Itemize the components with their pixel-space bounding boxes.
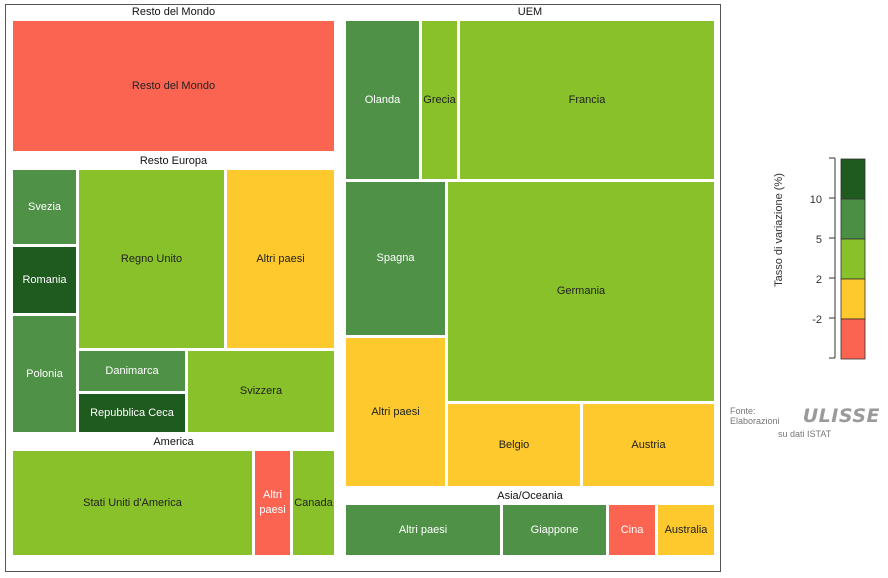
legend-tick-label: 10 bbox=[810, 194, 822, 206]
cell-olanda[interactable]: Olanda bbox=[345, 20, 420, 180]
group-title-asia-oceania: Asia/Oceania bbox=[497, 490, 563, 502]
cell-cina[interactable]: Cina bbox=[608, 504, 656, 556]
cell-polonia[interactable]: Polonia bbox=[12, 315, 77, 433]
cell-francia[interactable]: Francia bbox=[459, 20, 715, 180]
ulisse-logo: ULISSE bbox=[802, 405, 880, 427]
source-prefix: Fonte: Elaborazioni bbox=[730, 406, 780, 426]
cell-austria[interactable]: Austria bbox=[582, 403, 715, 487]
cell-grecia[interactable]: Grecia bbox=[421, 20, 458, 180]
cell-giappone[interactable]: Giappone bbox=[502, 504, 607, 556]
legend-tick-label: -2 bbox=[812, 314, 822, 326]
legend-tick-label: 5 bbox=[816, 234, 822, 246]
legend-tick-label: 2 bbox=[816, 274, 822, 286]
cell-asia-altri-paesi[interactable]: Altri paesi bbox=[345, 504, 501, 556]
cell-australia[interactable]: Australia bbox=[657, 504, 715, 556]
cell-repubblica-ceca[interactable]: Repubblica Ceca bbox=[78, 393, 186, 433]
group-title-resto-del-mondo: Resto del Mondo bbox=[131, 6, 216, 18]
cell-danimarca[interactable]: Danimarca bbox=[78, 350, 186, 392]
cell-germania[interactable]: Germania bbox=[447, 181, 715, 402]
legend-swatch bbox=[840, 278, 866, 320]
cell-svizzera[interactable]: Svizzera bbox=[187, 350, 335, 433]
cell-romania[interactable]: Romania bbox=[12, 246, 77, 314]
cell-america-altri-paesi[interactable]: Altri paesi bbox=[254, 450, 291, 556]
treemap-frame bbox=[5, 4, 721, 572]
color-legend: Tasso di variazione (%) 10 5 2 -2 bbox=[773, 157, 866, 360]
cell-belgio[interactable]: Belgio bbox=[447, 403, 581, 487]
cell-uem-altri-paesi[interactable]: Altri paesi bbox=[345, 337, 446, 487]
group-title-america: America bbox=[153, 436, 194, 448]
cell-svezia[interactable]: Svezia bbox=[12, 169, 77, 245]
legend-swatch bbox=[840, 318, 866, 360]
group-title-resto-europa: Resto Europa bbox=[139, 155, 208, 167]
legend-swatch bbox=[840, 198, 866, 240]
group-title-uem: UEM bbox=[517, 6, 543, 18]
source-credit: Fonte: Elaborazioni ULISSE su dati ISTAT bbox=[730, 405, 880, 439]
cell-regno-unito[interactable]: Regno Unito bbox=[78, 169, 225, 349]
cell-canada[interactable]: Canada bbox=[292, 450, 335, 556]
legend-title: Tasso di variazione (%) bbox=[773, 173, 785, 287]
legend-swatch bbox=[840, 158, 866, 200]
cell-stati-uniti[interactable]: Stati Uniti d'America bbox=[12, 450, 253, 556]
source-suffix: su dati ISTAT bbox=[778, 429, 832, 439]
cell-europa-altri-paesi[interactable]: Altri paesi bbox=[226, 169, 335, 349]
legend-swatch bbox=[840, 238, 866, 280]
cell-spagna[interactable]: Spagna bbox=[345, 181, 446, 336]
cell-resto-del-mondo[interactable]: Resto del Mondo bbox=[12, 20, 335, 152]
